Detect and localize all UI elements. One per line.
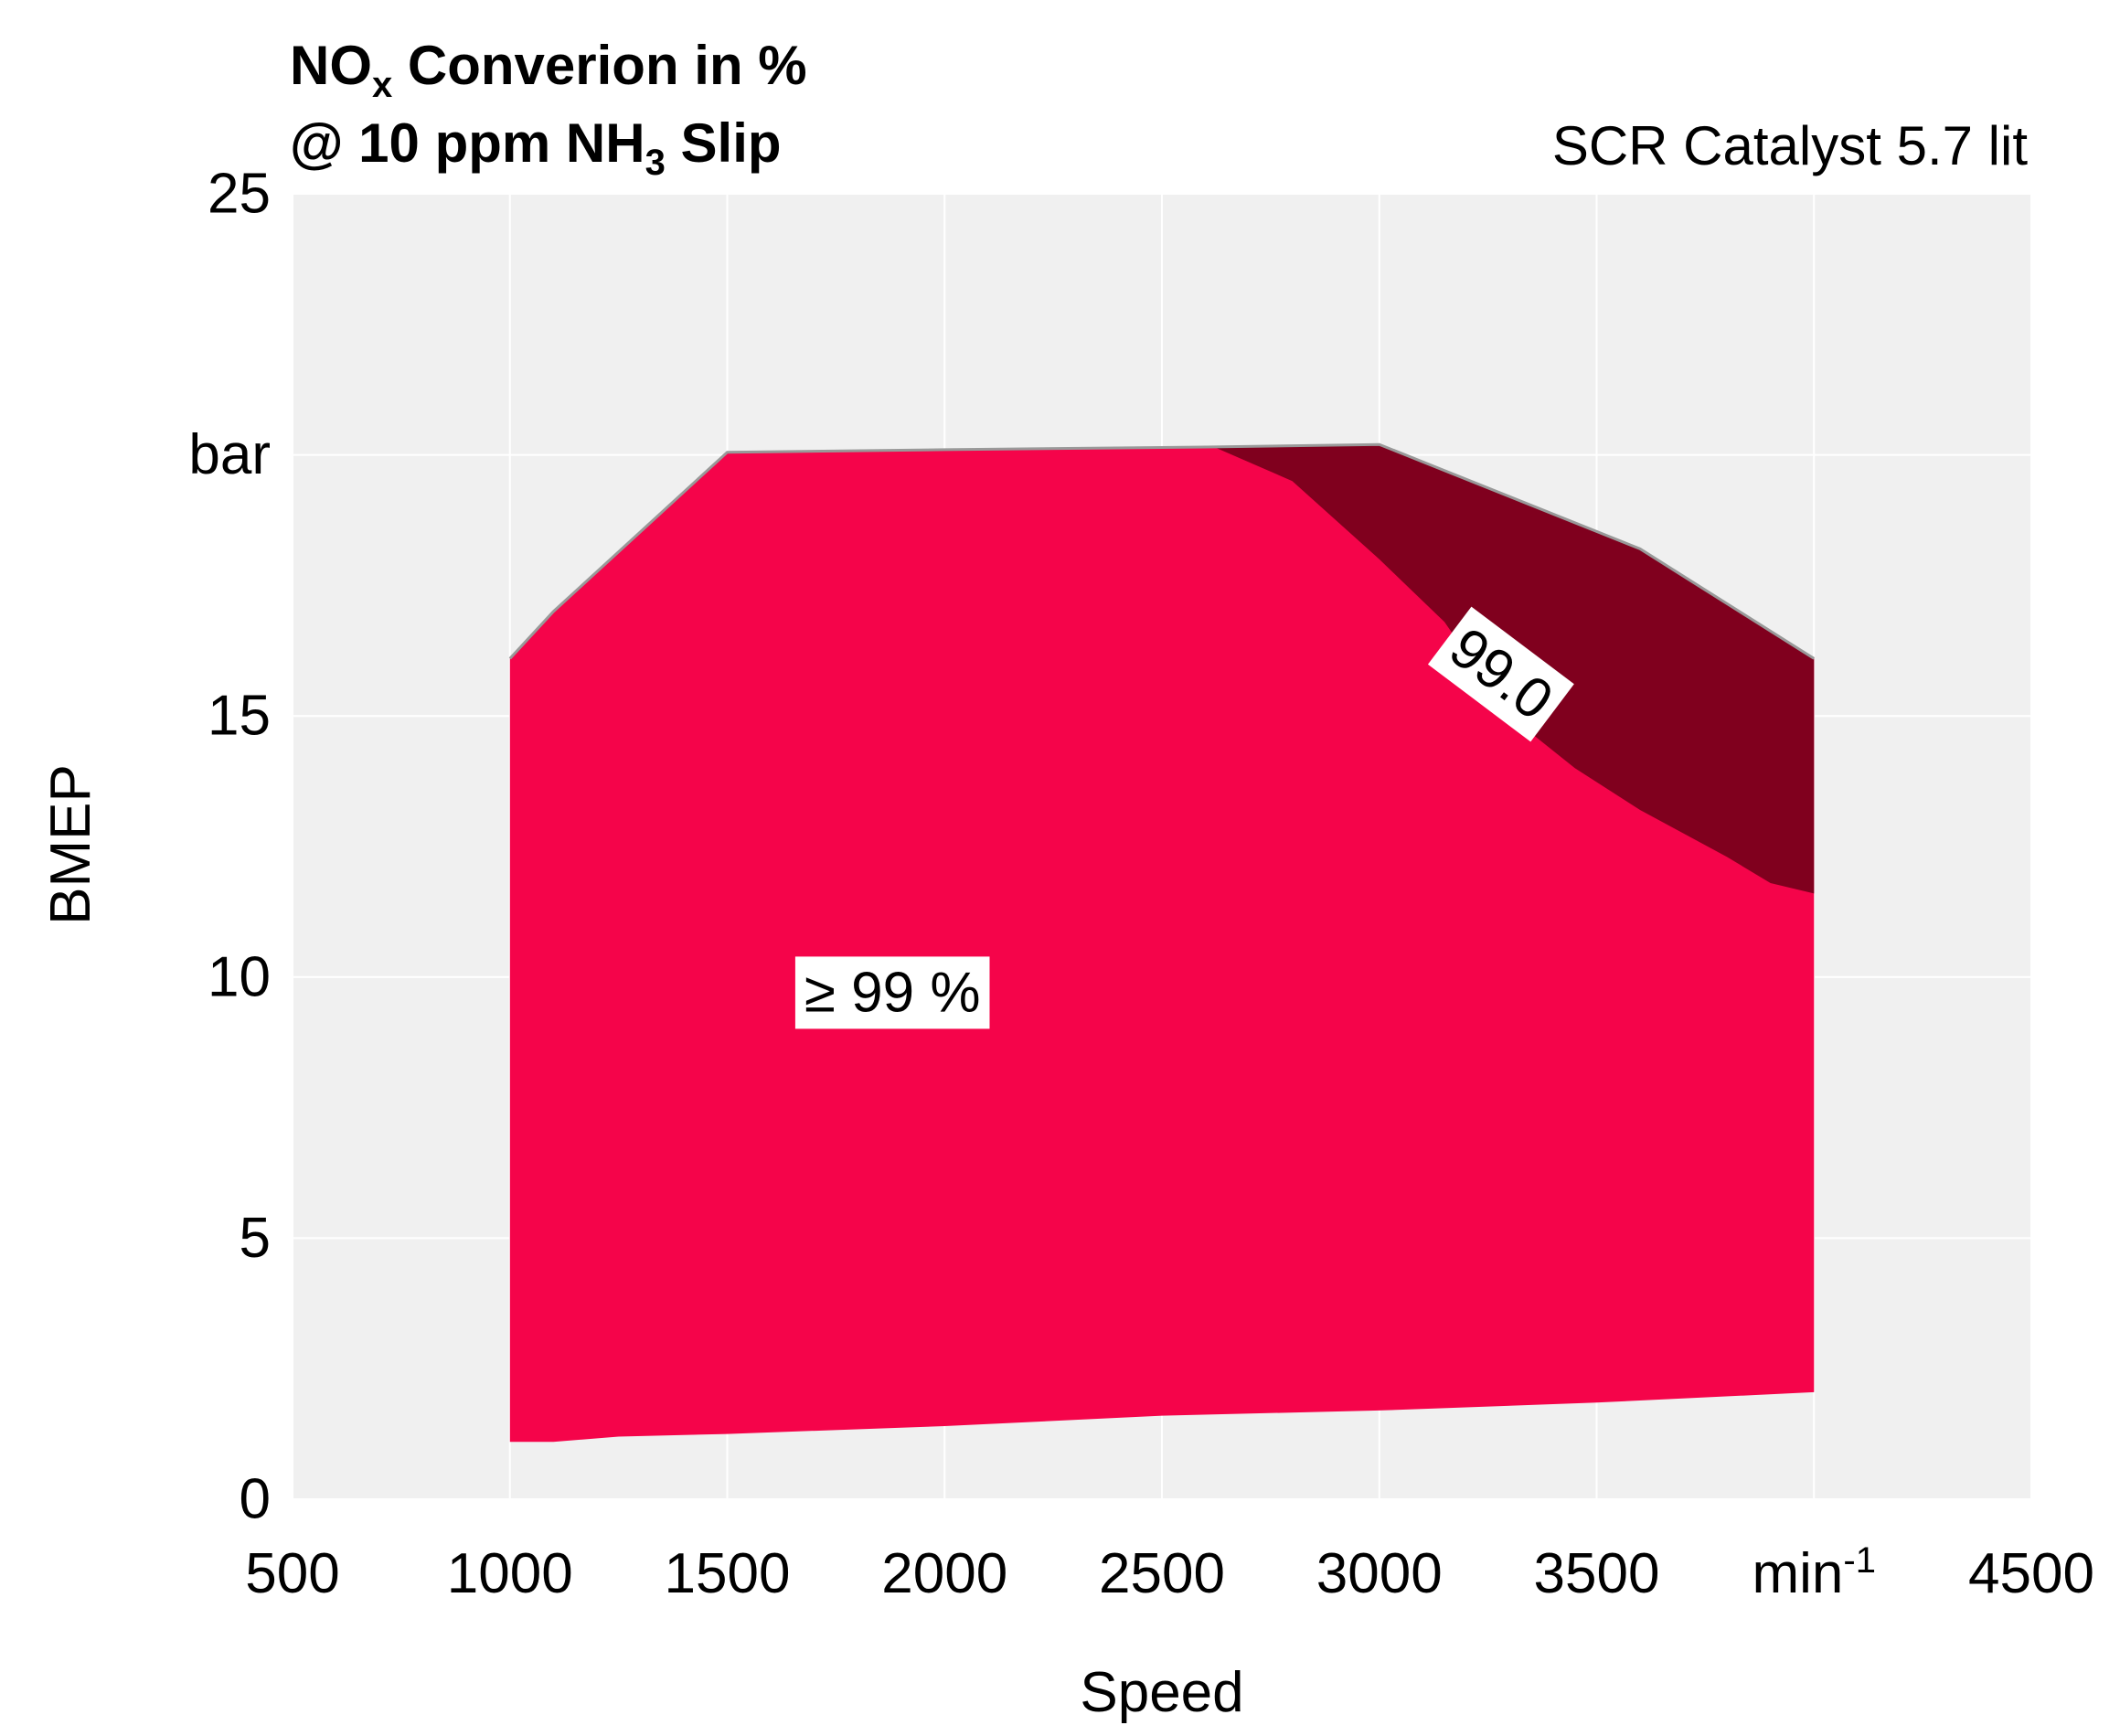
chart-title-line2: @ 10 ppm NH3 Slip	[290, 112, 782, 183]
x-tick-label: 1000	[447, 1542, 573, 1605]
chart-subtitle: SCR Catalyst 5.7 lit	[1552, 115, 2028, 176]
y-tick-label: bar	[188, 423, 271, 486]
x-tick-label: 2000	[881, 1542, 1007, 1605]
y-tick-label: 0	[240, 1468, 271, 1531]
x-tick-label: 2500	[1099, 1542, 1225, 1605]
x-tick-label: 3000	[1316, 1542, 1443, 1605]
y-tick-label: 5	[240, 1207, 271, 1270]
contour-label-box	[794, 956, 990, 1029]
contour-label-text: ≥ 99 %	[804, 961, 981, 1024]
y-tick-label: 10	[208, 945, 271, 1008]
y-tick-label: 15	[208, 685, 271, 748]
envelope-outline	[508, 442, 1816, 660]
x-tick-label: min-1	[1752, 1540, 1876, 1605]
x-tick-label: 4500	[1968, 1542, 2094, 1605]
contour-label-box	[1427, 606, 1574, 742]
x-axis-title: Speed	[1080, 1661, 1243, 1724]
tick-labels: 500 1000 1500 2000 2500 3000 3500 min-1 4500 0 5 10…	[188, 163, 2094, 1606]
chart-title-line1: NOx Converion in %	[290, 35, 807, 105]
contour-label: ≥ 99 %	[794, 956, 990, 1029]
contour-regions	[508, 442, 1816, 1443]
y-tick-label: 25	[208, 163, 271, 226]
x-tick-label: 1500	[665, 1542, 791, 1605]
x-tick-label: 500	[245, 1542, 339, 1605]
x-tick-label: 3500	[1534, 1542, 1660, 1605]
y-axis-title: BMEP	[39, 764, 102, 925]
